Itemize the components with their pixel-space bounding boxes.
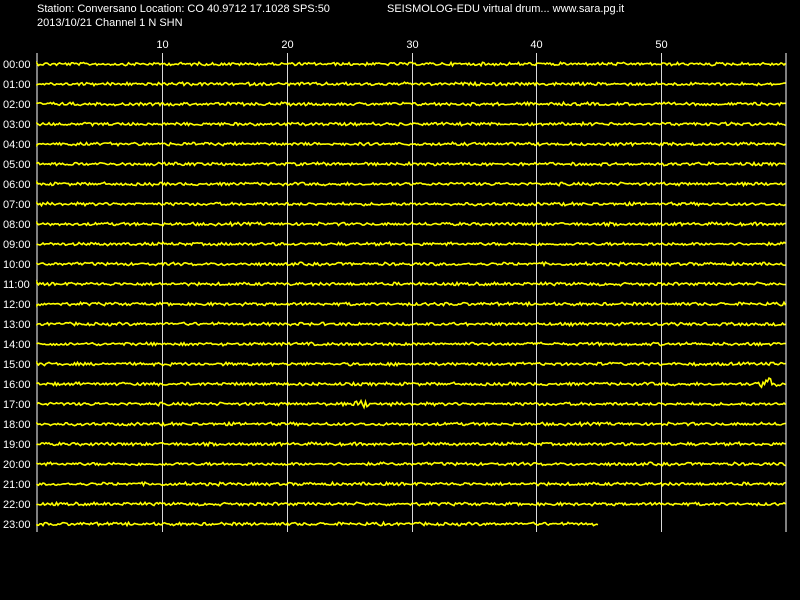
hour-label: 07:00 (3, 199, 31, 211)
trace-row (36, 120, 786, 128)
hour-label: 20:00 (3, 459, 31, 471)
trace-row (36, 377, 786, 389)
hour-label: 04:00 (3, 139, 31, 151)
hour-label: 21:00 (3, 479, 31, 491)
trace-row (36, 300, 787, 308)
x-tick-label: 10 (156, 39, 168, 51)
trace-row (36, 100, 786, 107)
header: Station: Conversano Location: CO 40.9712… (0, 0, 800, 34)
hour-label: 05:00 (3, 159, 31, 171)
hour-label: 22:00 (3, 499, 31, 511)
hour-label: 23:00 (3, 519, 31, 531)
hour-label: 01:00 (3, 79, 31, 91)
trace-row (36, 321, 786, 328)
trace-row (36, 220, 786, 228)
hour-label: 19:00 (3, 439, 31, 451)
hour-label: 09:00 (3, 239, 31, 251)
trace-row (36, 440, 786, 448)
trace-row (36, 480, 786, 488)
x-tick-label: 30 (406, 39, 418, 51)
trace-row (36, 60, 787, 68)
hour-label: 18:00 (3, 419, 31, 431)
hour-label: 10:00 (3, 259, 31, 271)
hour-label: 11:00 (3, 279, 30, 291)
x-tick-labels: 10 20 30 40 50 (156, 39, 667, 51)
trace-row (36, 260, 786, 268)
hour-labels: 00:00 01:00 02:00 03:00 04:00 05:00 06:00 07:00… (3, 59, 31, 531)
hour-label: 17:00 (3, 399, 31, 411)
date-channel-info: 2013/10/21 Channel 1 N SHN (37, 17, 183, 29)
trace-row (36, 160, 787, 168)
trace-row (36, 200, 786, 208)
hour-label: 16:00 (3, 379, 31, 391)
hour-label: 08:00 (3, 219, 31, 231)
trace-row (36, 520, 599, 528)
hour-label: 02:00 (3, 99, 31, 111)
trace-row (36, 279, 786, 287)
x-tick-label: 50 (655, 39, 667, 51)
trace-row (36, 240, 786, 247)
trace-row (36, 140, 786, 148)
hour-label: 15:00 (3, 359, 31, 371)
hour-label: 12:00 (3, 299, 31, 311)
trace-row (36, 461, 786, 467)
app-title: SEISMOLOG-EDU virtual drum... www.sara.p… (387, 3, 625, 15)
hour-label: 00:00 (3, 59, 31, 71)
grid-layer (36, 53, 787, 532)
hour-label: 06:00 (3, 179, 31, 191)
x-tick-label: 40 (530, 39, 542, 51)
trace-row (36, 500, 786, 507)
hour-label: 03:00 (3, 119, 31, 131)
trace-row (36, 360, 786, 368)
trace-layer (36, 60, 787, 528)
trace-row (36, 80, 786, 87)
trace-row (36, 398, 787, 410)
hour-label: 14:00 (3, 339, 31, 351)
x-tick-label: 20 (281, 39, 293, 51)
hour-label: 13:00 (3, 319, 31, 331)
trace-row (36, 420, 786, 428)
trace-row (36, 180, 786, 188)
station-info: Station: Conversano Location: CO 40.9712… (37, 3, 330, 15)
trace-row (36, 341, 786, 348)
